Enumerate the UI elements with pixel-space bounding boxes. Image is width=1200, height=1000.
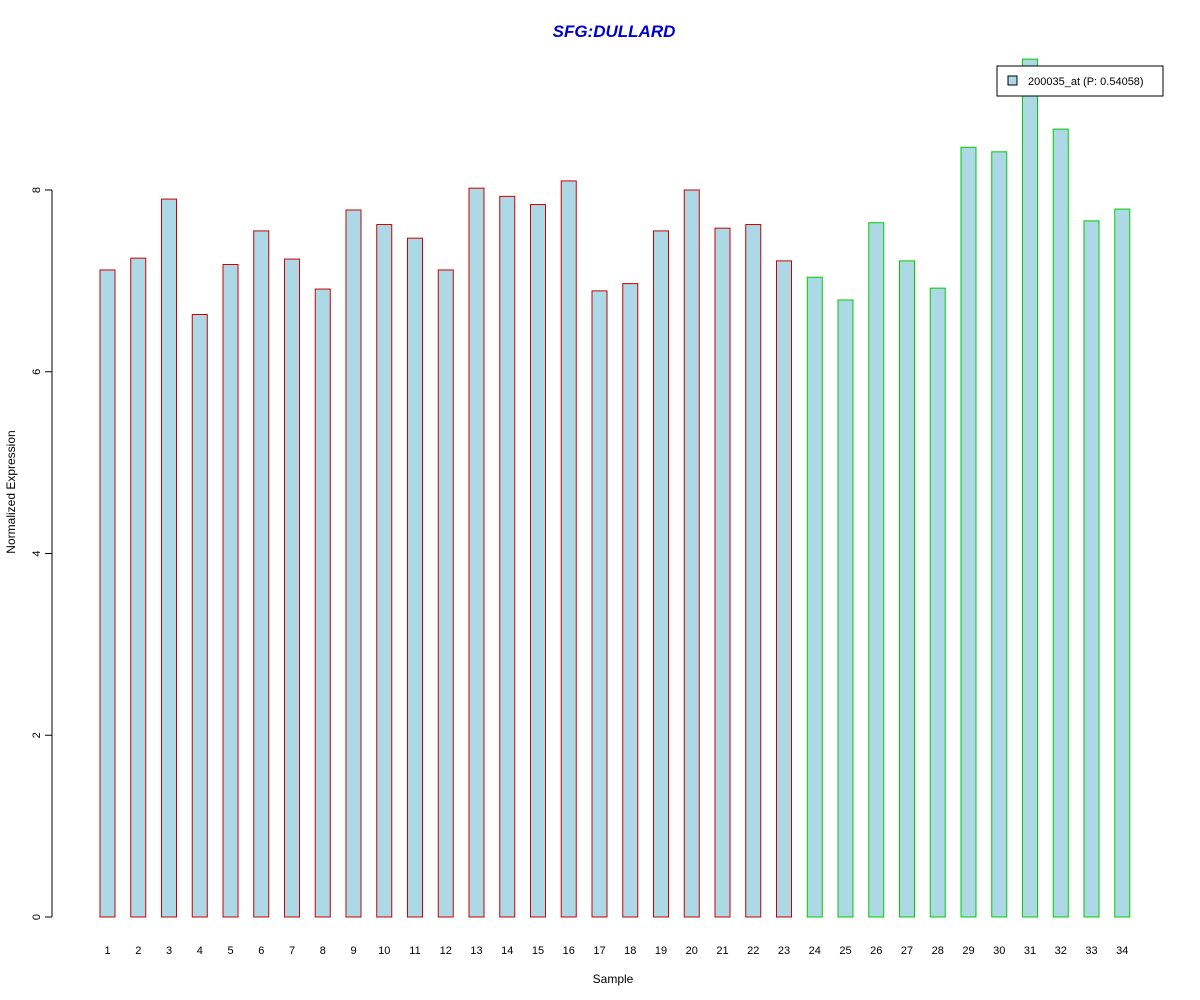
- y-tick-label: 0: [31, 914, 43, 920]
- bar: [314, 288, 331, 918]
- x-tick-label: 23: [778, 945, 790, 957]
- x-tick-label: 10: [378, 945, 390, 957]
- bar: [622, 283, 639, 918]
- x-tick-label: 14: [501, 945, 513, 957]
- x-tick-label: 17: [593, 945, 605, 957]
- x-tick-label: 2: [135, 945, 141, 957]
- x-tick-label: 8: [320, 945, 326, 957]
- x-tick-label: 21: [716, 945, 728, 957]
- x-tick-labels: 1 2 3 4 5 6 7 8 9 10 11 12 13 14 15 16 17 18 19 20 21 22 23 24 2…: [104, 945, 1128, 957]
- bar: [222, 264, 239, 918]
- bar: [776, 260, 792, 918]
- x-tick-label: 11: [409, 945, 420, 957]
- x-tick-label: 22: [747, 945, 759, 957]
- y-tick-label: 4: [31, 550, 43, 556]
- bar: [1083, 220, 1100, 918]
- x-tick-label: 16: [563, 945, 575, 957]
- x-tick-label: 30: [993, 945, 1005, 957]
- x-tick-label: 24: [809, 945, 821, 957]
- x-tick-label: 18: [624, 945, 636, 957]
- bar: [1022, 58, 1038, 918]
- x-tick-label: 6: [258, 945, 264, 957]
- x-axis-label: Sample: [593, 972, 634, 986]
- y-axis-label: Normalized Expression: [4, 430, 18, 553]
- x-tick-label: 5: [227, 945, 233, 957]
- bar: [1114, 208, 1131, 918]
- bar: [560, 180, 577, 918]
- x-tick-label: 33: [1085, 945, 1097, 957]
- x-tick-label: 1: [104, 945, 110, 957]
- legend-box: [996, 65, 1164, 97]
- bar: [284, 258, 300, 918]
- bar: [837, 299, 854, 918]
- x-tick-label: 7: [289, 945, 295, 957]
- bar: [376, 224, 393, 918]
- bars-group: [99, 58, 1131, 918]
- y-tick-label: 8: [31, 187, 43, 193]
- x-tick-label: 32: [1055, 945, 1067, 957]
- bar: [806, 276, 823, 918]
- legend: 200035_at (P: 0.54058): [996, 65, 1164, 97]
- bar: [714, 227, 731, 918]
- bar: [437, 269, 454, 918]
- bar: [991, 151, 1008, 918]
- y-tick-label: 2: [31, 732, 43, 738]
- x-tick-label: 19: [655, 945, 667, 957]
- x-tick-label: 20: [686, 945, 698, 957]
- x-tick-label: 28: [932, 945, 944, 957]
- x-tick-label: 3: [166, 945, 172, 957]
- bar: [161, 198, 177, 918]
- x-tick-label: 13: [470, 945, 482, 957]
- y-axis: 0 2 4 6 8: [31, 187, 53, 920]
- y-tick-label: 6: [31, 369, 43, 375]
- x-tick-label: 27: [901, 945, 913, 957]
- bar: [653, 230, 669, 918]
- x-tick-label: 15: [532, 945, 544, 957]
- chart-title: SFG:DULLARD: [553, 22, 676, 41]
- x-tick-label: 4: [197, 945, 203, 957]
- bar: [899, 260, 915, 918]
- bar: [868, 222, 885, 918]
- bar: [345, 209, 362, 918]
- bar: [683, 189, 700, 918]
- x-tick-label: 31: [1024, 945, 1036, 957]
- bar: [745, 224, 762, 918]
- bar: [530, 204, 546, 918]
- x-tick-label: 12: [440, 945, 452, 957]
- x-tick-label: 29: [962, 945, 974, 957]
- bar: [130, 257, 147, 918]
- x-tick-label: 25: [839, 945, 851, 957]
- bar: [468, 187, 485, 918]
- legend-entry: 200035_at (P: 0.54058): [1028, 76, 1144, 88]
- bar: [253, 230, 270, 918]
- x-tick-label: 34: [1116, 945, 1128, 957]
- x-tick-label: 9: [350, 945, 356, 957]
- bar: [191, 313, 208, 918]
- bar: [99, 269, 116, 918]
- x-tick-label: 26: [870, 945, 882, 957]
- bar: [1052, 128, 1069, 918]
- bar: [407, 237, 423, 918]
- bar: [591, 290, 608, 918]
- bar: [499, 195, 516, 918]
- bar: [929, 287, 946, 918]
- bar: [960, 146, 977, 918]
- legend-swatch: [1007, 75, 1018, 86]
